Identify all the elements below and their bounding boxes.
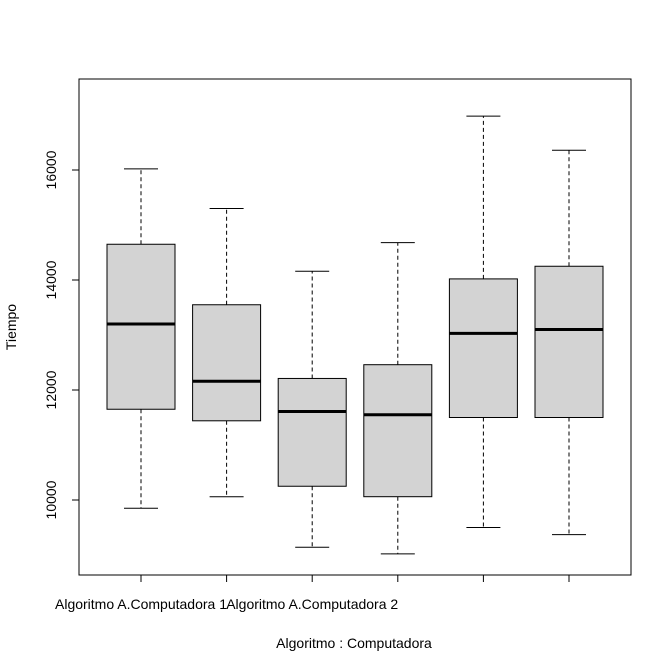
y-tick-label: 12000: [43, 370, 59, 409]
x-axis-title: Algoritmo : Computadora: [276, 635, 432, 651]
box-5: [448, 115, 518, 528]
x-tick-label: Algoritmo A.Computadora 1: [55, 596, 227, 612]
box-iqr: [363, 364, 433, 498]
y-axis-title: Tiempo: [3, 304, 19, 350]
y-tick-label: 14000: [43, 260, 59, 299]
box-iqr: [534, 265, 604, 418]
box-6: [534, 149, 604, 536]
box-2: [192, 208, 262, 498]
x-axis: Algoritmo A.Computadora 1 Algoritmo A.Com…: [55, 574, 570, 612]
boxes-group: [106, 115, 604, 555]
box-iqr: [106, 243, 176, 410]
box-iqr: [277, 377, 347, 487]
box-1: [106, 168, 176, 509]
y-tick-label: 10000: [43, 480, 59, 519]
box-iqr: [192, 304, 262, 422]
box-3: [277, 270, 347, 548]
x-tick-label: Algoritmo A.Computadora 2: [226, 596, 398, 612]
y-axis: 10000 12000 14000 16000: [43, 150, 80, 519]
y-tick-label: 16000: [43, 150, 59, 189]
box-4: [363, 242, 433, 555]
box-iqr: [448, 278, 518, 418]
